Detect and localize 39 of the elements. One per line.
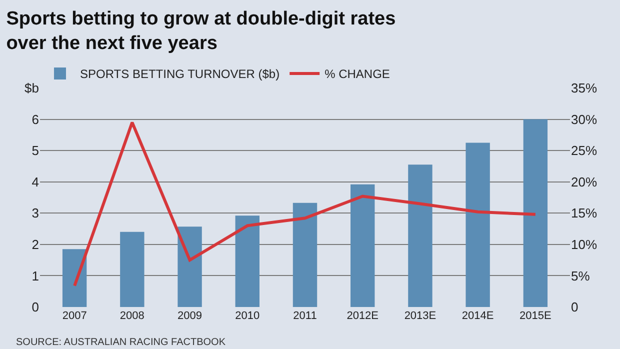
bar: [408, 164, 432, 307]
y2-tick-label: 20%: [571, 174, 598, 190]
bar: [466, 142, 490, 307]
y-tick-label: $b: [24, 80, 39, 96]
legend-label: SPORTS BETTING TURNOVER ($b): [80, 67, 280, 82]
line-series: [73, 120, 537, 288]
x-tick-label: 2009: [178, 310, 202, 322]
y-tick-label: 2: [32, 236, 39, 252]
y-tick-label: 5: [32, 143, 39, 158]
y-tick-label: 6: [32, 112, 39, 127]
y2-tick-label: 35%: [571, 80, 598, 96]
source-note: SOURCE: AUSTRALIAN RACING FACTBOOK: [16, 337, 226, 348]
chart-title: Sports betting to grow at double-digit rates over the next five years: [6, 8, 396, 54]
bar: [523, 119, 548, 307]
x-tick-label: 2014E: [462, 310, 494, 322]
y2-tick-label: 15%: [571, 206, 598, 221]
bar: [235, 216, 260, 307]
x-tick-label: 2007: [62, 310, 87, 322]
y-tick-label: 4: [32, 174, 39, 190]
x-tick-label: 2013E: [404, 310, 436, 322]
y2-tick-label: 30%: [571, 112, 598, 127]
bar: [178, 226, 202, 307]
bar: [292, 202, 318, 307]
bar: [62, 249, 87, 307]
x-tick-label: 2012E: [346, 310, 379, 322]
y-tick-label: 1: [32, 268, 39, 284]
x-tick-label: 2010: [235, 310, 260, 322]
y2-tick-label: 0: [571, 300, 578, 315]
y-tick-label: 0: [32, 300, 39, 315]
y2-tick-label: 25%: [571, 143, 598, 158]
x-tick-label: 2008: [120, 310, 144, 322]
x-tick-label: 2015E: [520, 310, 552, 322]
legend-label: % CHANGE: [324, 67, 390, 82]
bar: [350, 184, 375, 307]
x-tick-label: 2011: [293, 310, 317, 322]
y2-tick-label: 10%: [571, 236, 598, 252]
y2-tick-label: 5%: [571, 268, 590, 284]
bar: [120, 232, 144, 307]
y-tick-label: 3: [32, 206, 39, 221]
